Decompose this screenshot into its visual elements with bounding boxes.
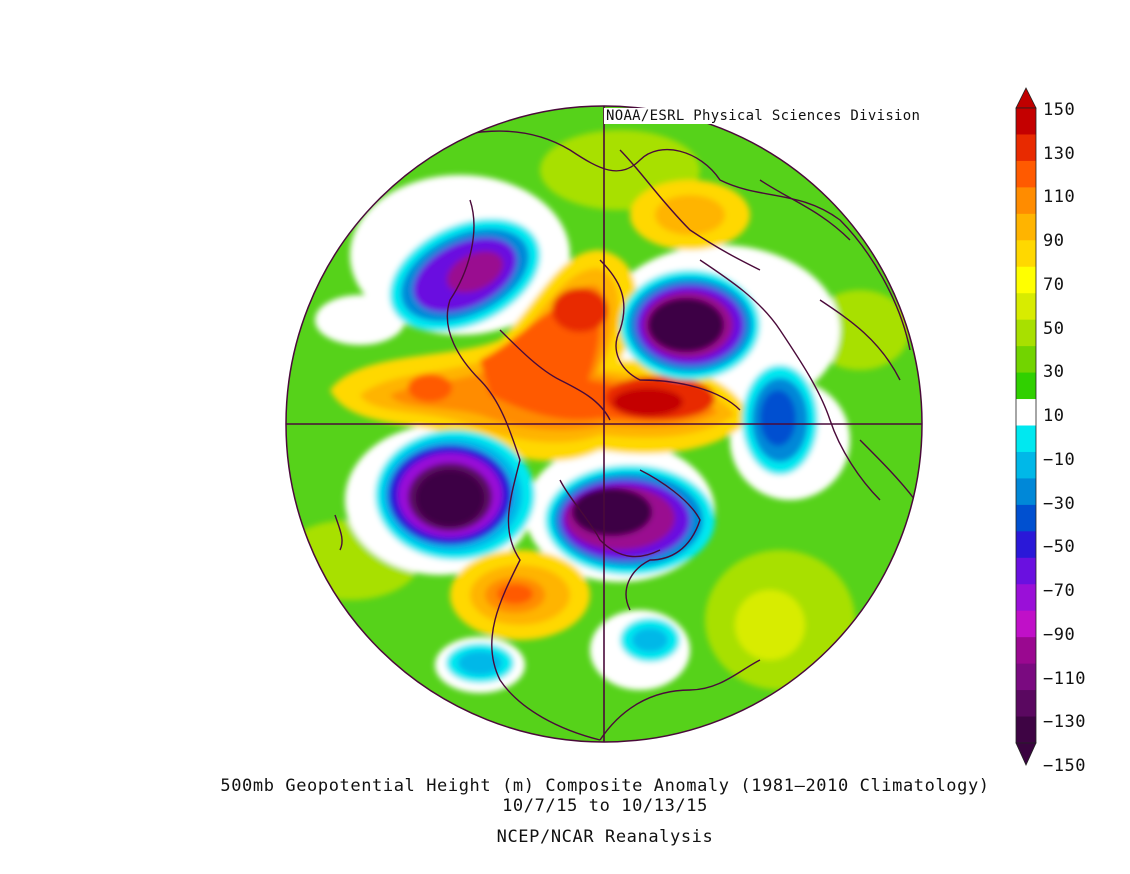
colorbar-label: 110	[1043, 187, 1076, 208]
colorbar-swatch	[1016, 134, 1036, 162]
colorbar-swatch	[1016, 610, 1036, 638]
colorbar-swatch	[1016, 425, 1036, 453]
colorbar-label: −10	[1043, 449, 1076, 470]
colorbar-swatch	[1016, 557, 1036, 585]
coastlines	[334, 130, 916, 741]
colorbar-swatch	[1016, 451, 1036, 479]
colorbar-label: 70	[1043, 274, 1065, 295]
colorbar-swatch	[1016, 690, 1036, 718]
colorbar-swatch	[1016, 504, 1036, 532]
caption-line-2: 10/7/15 to 10/13/15	[502, 796, 708, 816]
caption-line-3: NCEP/NCAR Reanalysis	[496, 827, 714, 847]
colorbar-swatch	[1016, 584, 1036, 612]
colorbar-label: −30	[1043, 493, 1076, 514]
colorbar-label: 130	[1043, 143, 1076, 164]
credit-label: NOAA/ESRL Physical Sciences Division	[604, 108, 923, 124]
colorbar-swatch	[1016, 346, 1036, 374]
colorbar-label: −70	[1043, 581, 1076, 602]
colorbar-swatch	[1016, 266, 1036, 294]
colorbar-label: −130	[1043, 712, 1086, 733]
disk-border	[285, 105, 923, 743]
colorbar-label: 150	[1043, 100, 1076, 120]
colorbar-swatch	[1016, 531, 1036, 559]
colorbar-swatch	[1016, 293, 1036, 321]
colorbar-label: 10	[1043, 406, 1065, 427]
colorbar-label: −90	[1043, 624, 1076, 645]
colorbar-label: −150	[1043, 756, 1086, 776]
colorbar-label: 50	[1043, 318, 1065, 339]
colorbar-swatch	[1016, 663, 1036, 691]
colorbar-swatch	[1016, 637, 1036, 665]
colorbar-swatch	[1016, 716, 1036, 744]
colorbar-swatch	[1016, 478, 1036, 506]
colorbar-swatch	[1016, 240, 1036, 268]
colorbar-swatch	[1016, 187, 1036, 215]
colorbar-label: −50	[1043, 537, 1076, 558]
colorbar-swatch	[1016, 108, 1036, 135]
caption-line-1: 500mb Geopotential Height (m) Composite …	[220, 776, 990, 796]
colorbar-label: −110	[1043, 668, 1086, 689]
colorbar-swatch	[1016, 372, 1036, 400]
colorbar-swatch	[1016, 213, 1036, 241]
polar-disk	[286, 106, 922, 742]
colorbar-swatch	[1016, 319, 1036, 347]
colorbar-label: 30	[1043, 362, 1065, 383]
colorbar-label: 90	[1043, 231, 1065, 252]
colorbar	[1015, 87, 1037, 766]
colorbar-swatch	[1016, 160, 1036, 188]
colorbar-swatch	[1016, 399, 1036, 426]
colorbar-min-arrow	[1015, 742, 1037, 766]
colorbar-max-arrow	[1015, 87, 1037, 109]
